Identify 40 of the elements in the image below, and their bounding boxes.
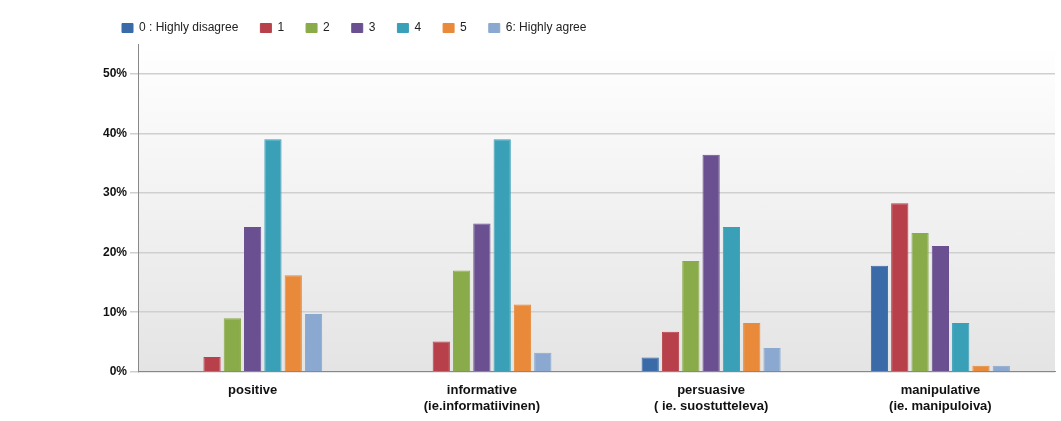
bar xyxy=(493,139,511,372)
bar xyxy=(743,322,761,372)
bar xyxy=(473,223,491,372)
y-tick-label: 0% xyxy=(109,364,128,379)
legend-label: 2 xyxy=(323,20,331,35)
bar xyxy=(682,260,700,372)
legend-label: 4 xyxy=(414,20,422,35)
x-tick-label: informative (ie.informatiivinen) xyxy=(423,382,541,413)
bar xyxy=(952,322,970,372)
y-tick-label: 40% xyxy=(102,125,128,140)
bar xyxy=(702,154,720,372)
legend-label: 6: Highly agree xyxy=(505,20,587,35)
bar xyxy=(763,347,781,372)
bar xyxy=(304,313,323,372)
y-tick-label: 20% xyxy=(102,244,128,259)
bar xyxy=(264,139,282,372)
legend-label: 3 xyxy=(368,20,376,35)
legend-label: 1 xyxy=(277,20,285,35)
bar xyxy=(722,226,741,372)
bar xyxy=(870,265,889,372)
legend-label: 0 : Highly disagree xyxy=(139,20,239,35)
bar xyxy=(911,232,929,372)
bar xyxy=(513,304,532,372)
x-tick-label: manipulative (ie. manipuloiva) xyxy=(889,382,992,413)
y-tick-label: 30% xyxy=(102,185,128,200)
bar xyxy=(992,365,1010,372)
x-tick-label: positive xyxy=(228,382,278,398)
bar xyxy=(244,226,262,372)
y-tick-label: 10% xyxy=(102,304,128,319)
x-tick-label: persuasive ( ie. suostutteleva) xyxy=(654,382,769,413)
bar xyxy=(284,275,302,372)
bar xyxy=(972,365,990,372)
y-tick-label: 50% xyxy=(102,66,128,81)
bar xyxy=(931,246,950,372)
bar xyxy=(223,318,241,372)
bar xyxy=(891,203,909,372)
legend-label: 5 xyxy=(460,20,468,35)
bar xyxy=(432,341,450,372)
bar xyxy=(661,331,680,372)
bar xyxy=(452,270,471,372)
